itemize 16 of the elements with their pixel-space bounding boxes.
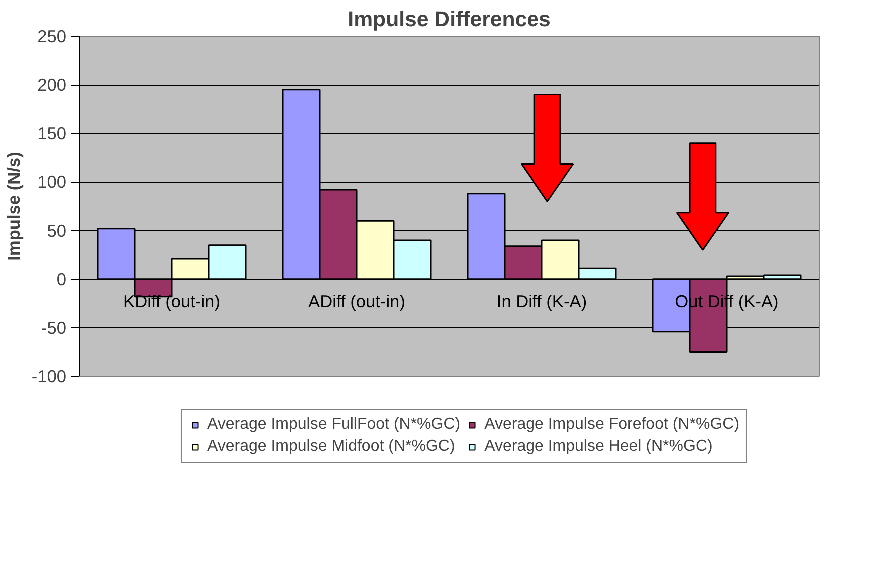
y-tick-label: 150 bbox=[38, 124, 67, 144]
legend-label: Average Impulse Midfoot (N*%GC) bbox=[207, 438, 456, 456]
y-tick-label: 250 bbox=[38, 26, 67, 46]
x-tick-label: In Diff (K-A) bbox=[496, 291, 588, 312]
legend-label: Average Impulse FullFoot (N*%GC) bbox=[207, 416, 461, 434]
y-tick-label: -100 bbox=[32, 366, 67, 386]
y-tick-label: 0 bbox=[56, 269, 67, 290]
y-tick-label: 200 bbox=[38, 75, 67, 96]
legend-label: Average Impulse Heel (N*%GC) bbox=[484, 438, 713, 456]
chart-title: Impulse Differences bbox=[348, 8, 551, 32]
y-tick-label: 50 bbox=[47, 220, 67, 241]
y-axis-title: Impulse (N/s) bbox=[4, 152, 24, 261]
y-tick-label: -50 bbox=[41, 318, 66, 338]
x-tick-label: ADiff (out-in) bbox=[308, 291, 406, 312]
legend-label: Average Impulse Forefoot (N*%GC) bbox=[484, 416, 740, 434]
y-tick-label: 100 bbox=[38, 172, 67, 192]
